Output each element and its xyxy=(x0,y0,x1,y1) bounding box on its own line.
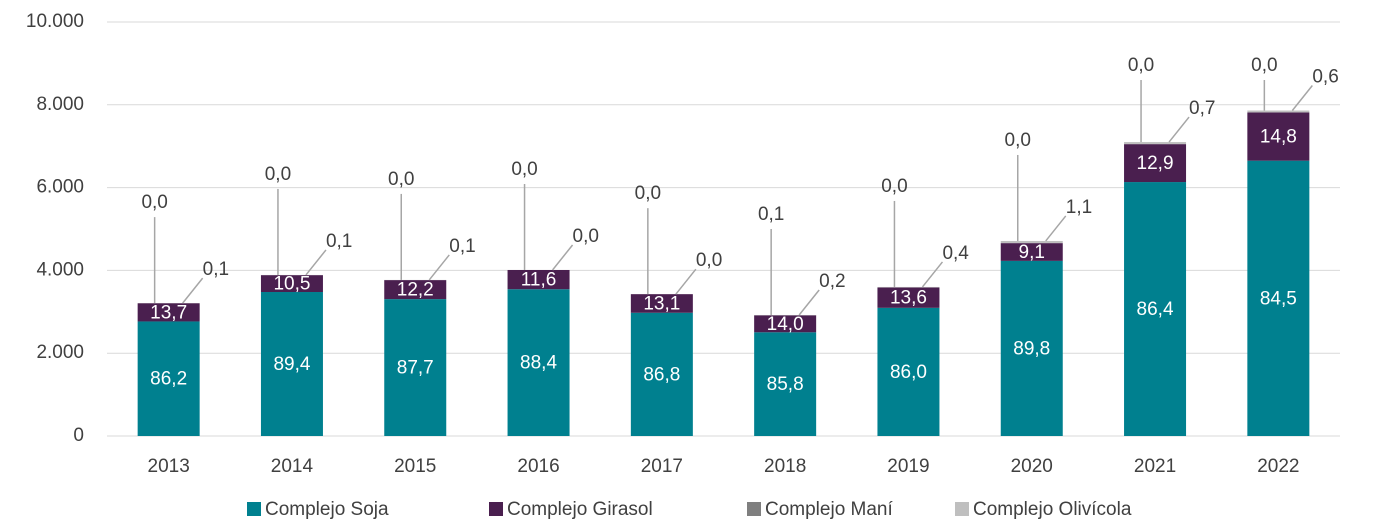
data-label: 86,4 xyxy=(1137,299,1174,320)
bar-segment xyxy=(137,303,200,322)
bar-segment xyxy=(754,315,817,333)
legend-swatch xyxy=(955,502,969,516)
data-label: 0,0 xyxy=(881,176,907,197)
x-tick-label: 2013 xyxy=(148,456,190,477)
leader-line xyxy=(305,249,327,276)
x-tick-label: 2021 xyxy=(1134,456,1176,477)
bar-segment xyxy=(1000,260,1063,436)
x-tick-label: 2020 xyxy=(1011,456,1053,477)
data-label: 0,1 xyxy=(326,231,352,252)
data-label: 0,7 xyxy=(1189,98,1215,119)
legend-swatch xyxy=(489,502,503,516)
data-label: 0,6 xyxy=(1312,67,1338,88)
data-label: 0,1 xyxy=(449,236,475,257)
data-label: 89,8 xyxy=(1013,338,1050,359)
bar-segment xyxy=(1247,110,1310,113)
leader-line xyxy=(428,254,450,281)
bar-segment xyxy=(754,332,817,436)
y-tick-label: 4.000 xyxy=(36,259,84,280)
bar-segment xyxy=(1000,240,1063,244)
bar-segment xyxy=(877,287,940,308)
data-label: 0,0 xyxy=(265,164,291,185)
x-tick-label: 2019 xyxy=(887,456,929,477)
data-label: 0,0 xyxy=(635,183,661,204)
data-label: 89,4 xyxy=(273,354,310,375)
data-label: 85,8 xyxy=(767,374,804,395)
data-label: 0,0 xyxy=(1128,55,1154,76)
legend-swatch xyxy=(247,502,261,516)
bar-segment xyxy=(1124,142,1187,145)
data-label: 1,1 xyxy=(1066,197,1092,218)
data-label: 0,0 xyxy=(1251,55,1277,76)
bar-segment xyxy=(507,289,570,436)
x-tick-label: 2015 xyxy=(394,456,436,477)
leader-line xyxy=(182,277,204,304)
legend-swatch xyxy=(747,502,761,516)
y-tick-label: 6.000 xyxy=(36,177,84,198)
leader-line xyxy=(675,268,697,295)
data-label: 84,5 xyxy=(1260,288,1297,309)
bar-segment xyxy=(1000,243,1063,261)
bar-segment xyxy=(877,286,940,288)
data-label: 14,8 xyxy=(1260,127,1297,148)
data-label: 10,5 xyxy=(273,274,310,295)
data-label: 86,8 xyxy=(643,364,680,385)
data-label: 13,1 xyxy=(643,293,680,314)
data-label: 86,2 xyxy=(150,369,187,390)
leader-line xyxy=(1045,215,1067,242)
bar-segment xyxy=(384,280,447,300)
data-label: 13,6 xyxy=(890,288,927,309)
bar-segment xyxy=(630,294,693,313)
bar-segment xyxy=(384,299,447,436)
x-tick-label: 2018 xyxy=(764,456,806,477)
x-tick-label: 2016 xyxy=(517,456,559,477)
legend-label: Complejo Girasol xyxy=(507,499,653,520)
data-label: 0,0 xyxy=(388,169,414,190)
bar-segment xyxy=(507,269,570,290)
bar-segment xyxy=(1124,144,1187,183)
bar-segment xyxy=(1247,160,1310,436)
data-label: 0,0 xyxy=(1005,130,1031,151)
leader-line xyxy=(921,261,944,288)
data-label: 0,4 xyxy=(942,243,969,264)
data-label: 11,6 xyxy=(521,270,557,291)
leader-line xyxy=(1168,116,1190,143)
y-tick-label: 2.000 xyxy=(36,342,84,363)
data-label: 0,1 xyxy=(203,259,229,280)
bar-segment xyxy=(137,321,200,436)
y-tick-label: 8.000 xyxy=(36,94,84,115)
data-label: 88,4 xyxy=(520,353,557,374)
leader-line xyxy=(551,244,574,271)
bar-segment xyxy=(1124,182,1187,436)
data-label: 12,2 xyxy=(397,280,434,301)
bar-segment xyxy=(260,275,323,293)
data-label: 86,0 xyxy=(890,362,927,383)
data-label: 12,9 xyxy=(1137,153,1174,174)
y-tick-label: 0 xyxy=(73,425,84,446)
x-tick-label: 2017 xyxy=(641,456,683,477)
data-label: 14,0 xyxy=(767,314,804,335)
bar-segment xyxy=(1247,112,1310,161)
data-label: 13,7 xyxy=(150,302,187,323)
legend-label: Complejo Soja xyxy=(265,499,389,520)
leader-line xyxy=(1291,85,1313,111)
data-label: 0,0 xyxy=(573,226,599,247)
bar-segment xyxy=(260,292,323,436)
bar-segment xyxy=(877,307,940,436)
data-label: 0,0 xyxy=(511,159,537,180)
y-tick-label: 10.000 xyxy=(26,11,84,32)
leader-line xyxy=(798,289,820,316)
x-tick-label: 2022 xyxy=(1257,456,1299,477)
legend-label: Complejo Olivícola xyxy=(973,499,1132,520)
data-label: 0,1 xyxy=(758,204,784,225)
data-label: 9,1 xyxy=(1019,242,1045,263)
data-label: 0,0 xyxy=(141,192,167,213)
data-label: 0,0 xyxy=(696,250,722,271)
legend-label: Complejo Maní xyxy=(765,499,893,520)
bar-segment xyxy=(630,312,693,436)
x-tick-label: 2014 xyxy=(271,456,314,477)
data-label: 0,2 xyxy=(819,271,845,292)
data-label: 87,7 xyxy=(397,358,434,379)
